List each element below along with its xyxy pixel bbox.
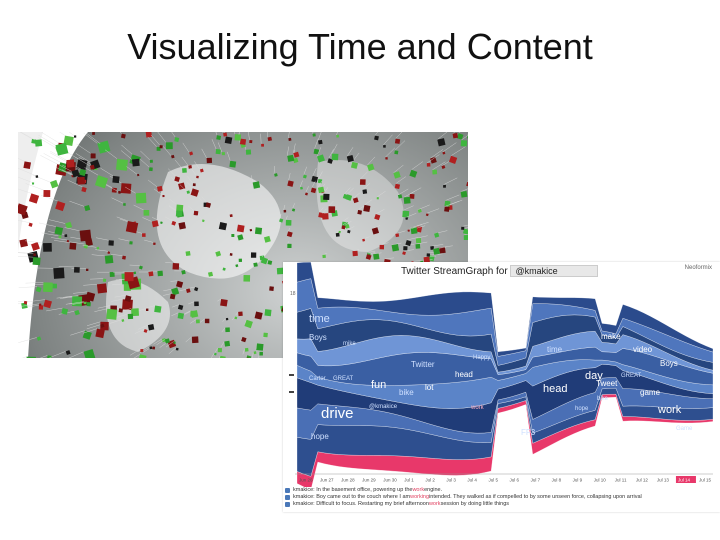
stream-layer bbox=[296, 262, 714, 357]
stream-word-label: Game bbox=[676, 426, 693, 432]
stream-word-label: FF3 bbox=[521, 428, 536, 437]
tweet-item: kmakice: Difficult to focus. Restarting … bbox=[285, 501, 715, 508]
date-tick-label[interactable]: Jul 3 bbox=[446, 478, 456, 483]
streamgraph-header: Twitter StreamGraph for @kmakice bbox=[401, 265, 599, 277]
streamgraph-title: Twitter StreamGraph for bbox=[401, 266, 508, 277]
username-field[interactable]: @kmakice bbox=[510, 265, 599, 277]
stream-word-label: hope bbox=[311, 432, 329, 441]
date-tick-label[interactable]: Jul 9 bbox=[573, 478, 583, 483]
stream-words: time Boys mike Carter GREAT fun bike lot Twitter… bbox=[309, 313, 693, 441]
stream-word-label: GREAT bbox=[333, 376, 354, 382]
dash-mark bbox=[289, 374, 294, 376]
stream-word-label: @kmakice bbox=[369, 404, 398, 410]
date-tick-label[interactable]: Jul 6 bbox=[510, 478, 520, 483]
slide-title: Visualizing Time and Content bbox=[127, 26, 593, 67]
stream-word-label: game bbox=[640, 388, 661, 397]
stream-word-label: hope bbox=[575, 406, 589, 412]
stream-word-label: day bbox=[585, 370, 603, 382]
stream-word-label: Tweet bbox=[596, 379, 618, 388]
date-axis: Jun 26 Jun 27 Jun 28 Jun 29 Jun 30 Jul 1 Jul 2… bbox=[299, 476, 712, 483]
stream-word-label: head bbox=[543, 383, 567, 395]
date-tick-label[interactable]: Jul 12 bbox=[636, 478, 649, 483]
date-tick-label[interactable]: Jul 5 bbox=[488, 478, 498, 483]
dash-mark bbox=[289, 391, 294, 393]
stream-word-label: make bbox=[601, 332, 621, 341]
stream-word-label: GREAT bbox=[621, 373, 642, 379]
date-tick-label[interactable]: Jul 1 bbox=[404, 478, 414, 483]
date-tick-label[interactable]: Jul 8 bbox=[552, 478, 562, 483]
twitter-bird-icon bbox=[285, 502, 290, 507]
date-tick-label[interactable]: Jun 26 bbox=[299, 478, 313, 483]
y-tick-label: 18 bbox=[290, 291, 296, 297]
stream-word-label: bike bbox=[597, 396, 609, 402]
date-highlight bbox=[675, 476, 696, 483]
stream-word-label: Boys bbox=[660, 359, 678, 368]
stream-word-label: Boys bbox=[309, 333, 327, 342]
date-tick-label[interactable]: Jun 27 bbox=[320, 478, 334, 483]
stream-word-label: lot bbox=[425, 383, 434, 392]
date-tick-label[interactable]: Jun 29 bbox=[362, 478, 376, 483]
twitter-bird-icon bbox=[285, 488, 290, 493]
tweet-item: kmakice: Boy came out to the couch where… bbox=[285, 494, 715, 501]
date-tick-label[interactable]: Jul 4 bbox=[467, 478, 477, 483]
brand-label: Neoformix bbox=[684, 265, 712, 271]
date-tick-label[interactable]: Jun 28 bbox=[341, 478, 355, 483]
tweet-list: kmakice: In the basement office, powerin… bbox=[285, 487, 715, 508]
date-tick-label[interactable]: Jul 2 bbox=[425, 478, 435, 483]
stream-word-label: bike bbox=[399, 388, 414, 397]
stream-word-label: drive bbox=[321, 405, 354, 422]
date-tick-label[interactable]: Jul 14 bbox=[678, 478, 691, 483]
stream-word-label: video bbox=[633, 345, 653, 354]
stream-word-label: fun bbox=[371, 379, 386, 391]
date-tick-label[interactable]: Jul 7 bbox=[531, 478, 541, 483]
date-tick-label[interactable]: Jun 30 bbox=[383, 478, 397, 483]
date-tick-label[interactable]: Jul 13 bbox=[657, 478, 670, 483]
stream-word-label: work bbox=[657, 404, 682, 416]
date-tick-label[interactable]: Jul 15 bbox=[699, 478, 712, 483]
stream-word-label: mike bbox=[343, 341, 356, 347]
stream-word-label: work bbox=[470, 405, 485, 411]
stream-word-label: time bbox=[547, 345, 563, 354]
twitter-bird-icon bbox=[285, 495, 290, 500]
date-tick-label[interactable]: Jul 10 bbox=[594, 478, 607, 483]
stream-word-label: Twitter bbox=[411, 360, 435, 369]
stream-word-label: Happy bbox=[473, 355, 490, 361]
stream-word-label: Carter bbox=[309, 376, 326, 382]
stream-layers bbox=[296, 262, 714, 487]
tweet-item: kmakice: In the basement office, powerin… bbox=[285, 487, 715, 494]
stream-word-label: time bbox=[309, 313, 330, 325]
stream-word-label: head bbox=[455, 370, 473, 379]
streamgraph-panel: Twitter StreamGraph for @kmakice Neoform… bbox=[283, 262, 720, 512]
date-tick-label[interactable]: Jul 11 bbox=[615, 478, 627, 483]
stream-word-label: lot bbox=[603, 413, 615, 425]
